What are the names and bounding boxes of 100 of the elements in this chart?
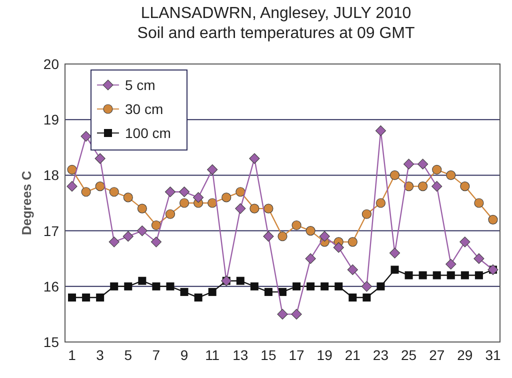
point [362, 294, 371, 302]
point [165, 209, 176, 219]
point [376, 282, 385, 290]
point [108, 236, 120, 248]
point [362, 209, 372, 219]
point [474, 198, 484, 208]
point [389, 248, 400, 258]
point [305, 253, 316, 264]
point [319, 231, 330, 242]
point [460, 182, 470, 192]
point [150, 236, 162, 248]
point [375, 125, 386, 136]
point [432, 181, 442, 192]
point [446, 170, 456, 180]
point [404, 271, 413, 280]
chart-title: LLANSADWRN, Anglesey, JULY 2010 [140, 5, 412, 22]
point [222, 192, 232, 202]
point [376, 198, 386, 208]
x-tick-label: 17 [288, 347, 305, 363]
x-tick-label: 5 [124, 347, 132, 363]
point [263, 231, 274, 242]
point [67, 164, 77, 174]
point [390, 266, 399, 274]
point [250, 282, 258, 290]
point [446, 258, 456, 270]
point [194, 294, 202, 302]
x-tick-label: 29 [457, 347, 473, 363]
point [66, 181, 78, 192]
point [110, 282, 118, 290]
y-tick-label: 15 [43, 334, 60, 350]
point [278, 232, 288, 242]
legend-label: 100 cm [125, 125, 171, 141]
point [123, 192, 133, 202]
point [249, 153, 260, 164]
point [432, 271, 441, 280]
point [179, 198, 190, 208]
point [418, 182, 428, 192]
y-tick-label: 16 [43, 278, 60, 294]
x-tick-label: 7 [152, 347, 160, 363]
point [403, 158, 414, 170]
x-tick-label: 23 [372, 347, 389, 363]
point [432, 164, 442, 174]
point [208, 288, 216, 296]
point [208, 198, 218, 208]
point [136, 226, 148, 236]
point [348, 237, 358, 247]
point [236, 276, 244, 285]
point [292, 220, 302, 230]
legend-label: 30 cm [125, 101, 164, 117]
point [418, 271, 427, 280]
point [151, 220, 162, 230]
point [236, 187, 246, 197]
point [193, 192, 204, 203]
point [292, 282, 301, 290]
x-tick-label: 27 [429, 347, 445, 363]
point [250, 204, 260, 214]
point [460, 271, 469, 280]
point [81, 187, 91, 197]
x-tick-label: 9 [180, 347, 188, 363]
point [166, 282, 174, 290]
point [361, 281, 372, 292]
point [348, 294, 357, 302]
legend-label: 5 cm [125, 77, 156, 93]
chart-subtitle: Soil and earth temperatures at 09 GMT [137, 25, 415, 42]
x-tick-label: 31 [485, 347, 501, 363]
point [164, 186, 176, 198]
y-axis-title: Degrees C [19, 170, 34, 236]
y-tick-label: 17 [43, 222, 60, 239]
point [390, 170, 400, 180]
x-tick-label: 15 [260, 347, 276, 363]
point [138, 276, 146, 285]
point [446, 271, 455, 280]
point [474, 271, 483, 280]
point [277, 308, 288, 320]
point [306, 282, 315, 290]
point [488, 214, 498, 224]
x-tick-label: 3 [96, 347, 104, 363]
y-tick-label: 18 [43, 167, 60, 184]
x-tick-label: 25 [401, 347, 417, 363]
point [109, 187, 119, 197]
point [334, 282, 343, 290]
point [80, 130, 92, 142]
point [291, 308, 302, 320]
point [347, 264, 358, 276]
point [152, 282, 160, 290]
x-tick-label: 11 [205, 347, 220, 363]
point [207, 164, 218, 175]
point [124, 282, 132, 290]
point [96, 294, 104, 302]
point [137, 204, 147, 214]
y-tick-label: 19 [43, 112, 60, 128]
point [306, 226, 316, 236]
x-tick-label: 19 [316, 347, 333, 363]
point [320, 282, 329, 290]
point [264, 204, 274, 214]
point [474, 253, 484, 264]
point [94, 153, 106, 164]
point [264, 288, 272, 296]
y-tick-label: 20 [43, 56, 60, 72]
x-tick-label: 13 [232, 347, 248, 363]
